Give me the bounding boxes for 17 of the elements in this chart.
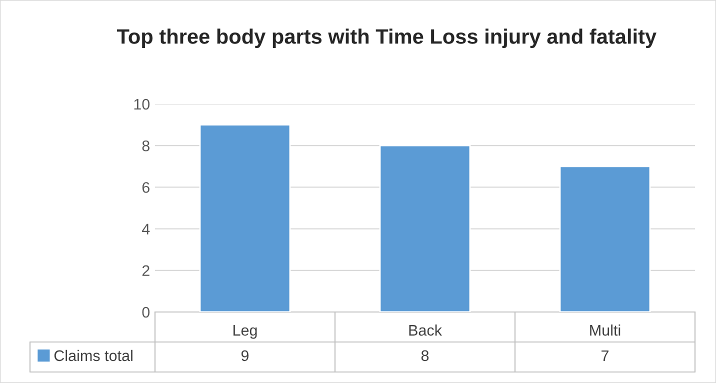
bar	[199, 124, 291, 312]
y-tick-label: 4	[142, 224, 150, 234]
y-tick-label: 6	[142, 182, 150, 193]
bar	[379, 144, 471, 312]
y-tick-label: 2	[142, 265, 150, 276]
bar	[559, 166, 651, 312]
legend-label: Claims total	[54, 350, 132, 362]
data-label: 7	[602, 350, 608, 361]
y-tick-label: 10	[134, 98, 150, 110]
x-tick-label: Back	[409, 324, 442, 336]
chart-title: Top three body parts with Time Loss injury and fatality	[116, 28, 656, 48]
data-label: 9	[241, 350, 249, 362]
x-tick-label: Multi	[590, 324, 620, 336]
data-label: 8	[421, 350, 429, 362]
y-tick-label: 0	[142, 306, 150, 318]
x-tick-label: Leg	[234, 325, 257, 339]
y-tick-label: 8	[142, 140, 150, 152]
